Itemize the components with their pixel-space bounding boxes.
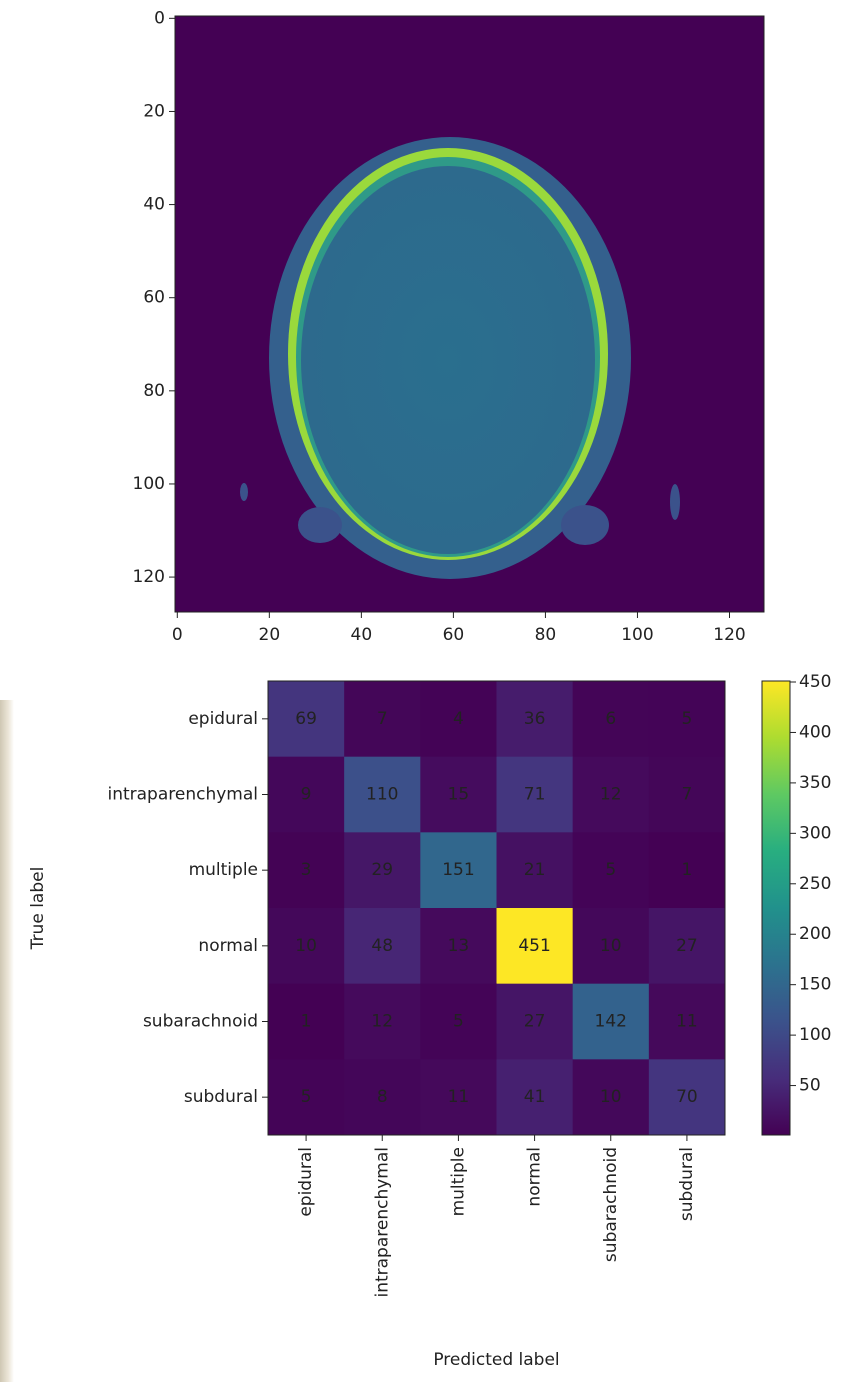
y-tick-label: 60 [143,288,165,308]
cell-label: 12 [600,785,622,805]
cell-label: 13 [448,936,470,956]
page: 0204060801001200204060801001206974366591… [0,0,864,1382]
x-tick-label: 60 [443,625,465,645]
x-tick-label: intraparenchymal [372,1147,392,1298]
colorbar-tick-label: 150 [799,975,831,995]
cell-label: 3 [301,860,312,880]
cell-label: 5 [453,1012,464,1032]
ct-image [175,16,764,612]
cell-label: 11 [676,1012,698,1032]
y-tick-label: 0 [154,8,165,28]
cell-label: 21 [524,860,546,880]
y-tick-label: 100 [133,474,165,494]
cell-label: 4 [453,709,464,729]
x-tick-label: subdural [677,1147,697,1221]
colorbar-tick-label: 300 [799,823,831,843]
y-axis-label: True label [28,867,48,951]
colorbar-tick-label: 50 [799,1076,821,1096]
x-tick-label: 120 [713,625,745,645]
y-tick-label: multiple [189,860,258,880]
y-tick-label: epidural [188,709,258,729]
x-tick-label: subarachnoid [601,1147,621,1262]
colorbar [762,681,790,1135]
cell-label: 5 [682,709,693,729]
cell-label: 15 [448,785,470,805]
cell-label: 12 [371,1012,393,1032]
y-tick-label: subdural [184,1087,258,1107]
cell-label: 48 [371,936,393,956]
cell-label: 1 [682,860,693,880]
x-tick-label: 0 [172,625,183,645]
cell-label: 41 [524,1087,546,1107]
y-tick-label: 20 [143,101,165,121]
x-tick-label: 80 [535,625,557,645]
x-tick-label: 40 [351,625,373,645]
x-tick-label: epidural [296,1147,316,1217]
cell-label: 27 [676,936,698,956]
cell-label: 10 [295,936,317,956]
colorbar-tick-label: 400 [799,722,831,742]
colorbar-tick-label: 350 [799,773,831,793]
cell-label: 9 [301,785,312,805]
x-tick-label: 100 [621,625,653,645]
cell-label: 1 [301,1012,312,1032]
x-axis-label: Predicted label [433,1350,559,1370]
colorbar-tick-label: 200 [799,924,831,944]
cell-label: 151 [442,860,474,880]
cell-label: 11 [448,1087,470,1107]
cell-label: 7 [682,785,693,805]
cell-label: 451 [518,936,550,956]
cell-label: 110 [366,785,398,805]
cell-label: 7 [377,709,388,729]
cell-label: 10 [600,1087,622,1107]
cell-label: 70 [676,1087,698,1107]
colorbar-tick-label: 100 [799,1025,831,1045]
cell-label: 5 [605,860,616,880]
cell-label: 29 [371,860,393,880]
cell-label: 6 [605,709,616,729]
colorbar-tick-label: 250 [799,874,831,894]
cell-label: 8 [377,1087,388,1107]
cell-label: 36 [524,709,546,729]
x-tick-label: 20 [259,625,281,645]
cell-label: 142 [595,1012,627,1032]
y-tick-label: intraparenchymal [107,785,258,805]
y-tick-label: 80 [143,381,165,401]
cell-label: 71 [524,785,546,805]
y-tick-label: 120 [133,567,165,587]
cell-label: 10 [600,936,622,956]
x-tick-label: normal [525,1147,545,1207]
figure: 0204060801001200204060801001206974366591… [0,0,864,1382]
y-tick-label: 40 [143,195,165,215]
cell-label: 5 [301,1087,312,1107]
y-tick-label: normal [198,936,258,956]
x-tick-label: multiple [448,1147,468,1216]
colorbar-tick-label: 450 [799,672,831,692]
cell-label: 69 [295,709,317,729]
cell-label: 27 [524,1012,546,1032]
y-tick-label: subarachnoid [143,1012,258,1032]
